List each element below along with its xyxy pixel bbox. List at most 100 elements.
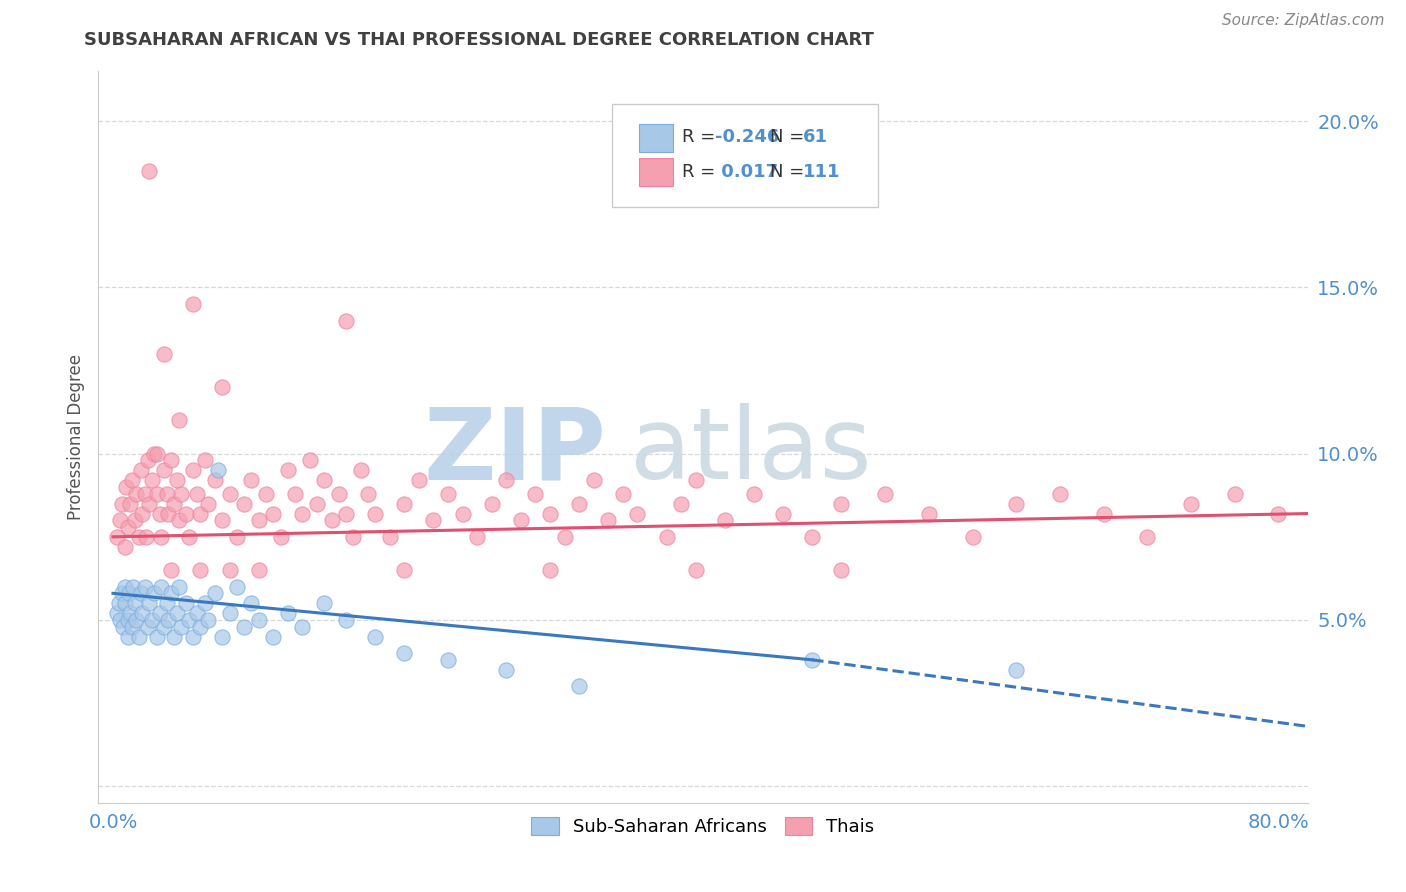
Point xyxy=(114,540,136,554)
Point xyxy=(105,530,128,544)
Point xyxy=(1267,507,1289,521)
Point xyxy=(378,530,401,544)
Point xyxy=(1180,497,1202,511)
Point xyxy=(181,297,204,311)
Point xyxy=(408,473,430,487)
Point xyxy=(335,507,357,521)
Point xyxy=(233,497,256,511)
Point xyxy=(451,507,474,521)
Point xyxy=(163,630,186,644)
Point xyxy=(240,596,263,610)
Point xyxy=(685,563,707,577)
Point xyxy=(190,619,212,633)
Point xyxy=(120,497,142,511)
Point xyxy=(568,680,591,694)
Point xyxy=(108,596,131,610)
Point xyxy=(145,447,167,461)
Point xyxy=(124,596,146,610)
Point xyxy=(194,453,217,467)
Point xyxy=(174,596,197,610)
Point xyxy=(167,513,190,527)
Point xyxy=(465,530,488,544)
Point xyxy=(233,619,256,633)
Point xyxy=(121,473,143,487)
Point xyxy=(181,463,204,477)
Point xyxy=(181,630,204,644)
Point xyxy=(247,513,270,527)
Point xyxy=(153,347,176,361)
Point xyxy=(364,507,387,521)
Point xyxy=(582,473,605,487)
Point xyxy=(350,463,373,477)
Point xyxy=(626,507,648,521)
Point xyxy=(160,563,183,577)
Point xyxy=(254,486,277,500)
Point xyxy=(305,497,328,511)
Point xyxy=(120,607,142,621)
Point xyxy=(128,630,150,644)
Point xyxy=(118,586,141,600)
Text: 61: 61 xyxy=(803,128,828,146)
Point xyxy=(247,613,270,627)
Point xyxy=(207,463,229,477)
Point xyxy=(117,520,139,534)
Point xyxy=(115,480,138,494)
Point xyxy=(211,380,233,394)
Point xyxy=(669,497,692,511)
Point xyxy=(114,596,136,610)
Point xyxy=(742,486,765,500)
Point xyxy=(225,530,247,544)
Text: 0.017: 0.017 xyxy=(716,162,778,180)
Point xyxy=(131,507,153,521)
Point xyxy=(160,453,183,467)
Point xyxy=(117,613,139,627)
Text: ZIP: ZIP xyxy=(423,403,606,500)
Point xyxy=(138,164,160,178)
Point xyxy=(437,653,460,667)
Point xyxy=(714,513,737,527)
Point xyxy=(394,497,416,511)
Point xyxy=(122,580,145,594)
Point xyxy=(149,607,172,621)
Point xyxy=(177,530,200,544)
Text: N =: N = xyxy=(769,128,810,146)
Point xyxy=(129,463,152,477)
Point xyxy=(225,580,247,594)
Point xyxy=(240,473,263,487)
Point xyxy=(342,530,364,544)
Point xyxy=(772,507,794,521)
Point xyxy=(167,413,190,427)
Point xyxy=(437,486,460,500)
Point xyxy=(131,607,153,621)
Point xyxy=(111,497,134,511)
Point xyxy=(121,619,143,633)
Point xyxy=(114,580,136,594)
FancyBboxPatch shape xyxy=(638,159,673,186)
Point xyxy=(166,473,188,487)
Point xyxy=(314,596,336,610)
Point xyxy=(125,486,148,500)
Point xyxy=(157,613,180,627)
Point xyxy=(1049,486,1071,500)
Point xyxy=(291,619,314,633)
Point xyxy=(166,607,188,621)
Point xyxy=(335,314,357,328)
Point xyxy=(211,630,233,644)
Point xyxy=(124,513,146,527)
Point xyxy=(284,486,307,500)
Point xyxy=(197,613,219,627)
Point xyxy=(364,630,387,644)
Point xyxy=(801,653,824,667)
Point xyxy=(204,586,226,600)
Point xyxy=(1136,530,1159,544)
Point xyxy=(524,486,547,500)
Point xyxy=(135,530,157,544)
Text: R =: R = xyxy=(682,162,721,180)
Point xyxy=(247,563,270,577)
Point xyxy=(177,613,200,627)
Point xyxy=(125,613,148,627)
Point xyxy=(170,619,193,633)
Point xyxy=(138,497,160,511)
Point xyxy=(918,507,941,521)
Point xyxy=(291,507,314,521)
